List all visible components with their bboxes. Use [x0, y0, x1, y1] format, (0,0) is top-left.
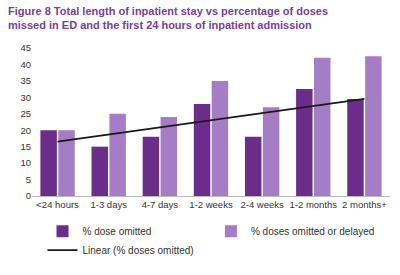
- svg-text:0: 0: [26, 190, 31, 201]
- svg-text:5: 5: [26, 174, 31, 185]
- svg-text:1-2 months: 1-2 months: [290, 199, 338, 210]
- svg-text:45: 45: [20, 42, 31, 53]
- svg-text:% dose omitted: % dose omitted: [83, 226, 152, 237]
- svg-text:1-2 weeks: 1-2 weeks: [189, 199, 233, 210]
- svg-text:35: 35: [20, 75, 31, 86]
- svg-text:15: 15: [20, 141, 31, 152]
- svg-text:10: 10: [20, 157, 31, 168]
- svg-text:30: 30: [20, 92, 31, 103]
- svg-text:Linear (% doses omitted): Linear (% doses omitted): [83, 245, 194, 256]
- svg-text:25: 25: [20, 108, 31, 119]
- svg-text:2 months+: 2 months+: [342, 199, 387, 210]
- svg-text:<24 hours: <24 hours: [36, 199, 79, 210]
- svg-text:4-7 days: 4-7 days: [142, 199, 179, 210]
- svg-text:40: 40: [20, 59, 31, 70]
- svg-text:% doses omitted or delayed: % doses omitted or delayed: [251, 226, 374, 237]
- svg-text:Figure 8 Total length of inpat: Figure 8 Total length of inpatient stay …: [8, 5, 328, 31]
- svg-text:20: 20: [20, 125, 31, 136]
- svg-text:2-4 weeks: 2-4 weeks: [240, 199, 284, 210]
- svg-text:1-3 days: 1-3 days: [90, 199, 127, 210]
